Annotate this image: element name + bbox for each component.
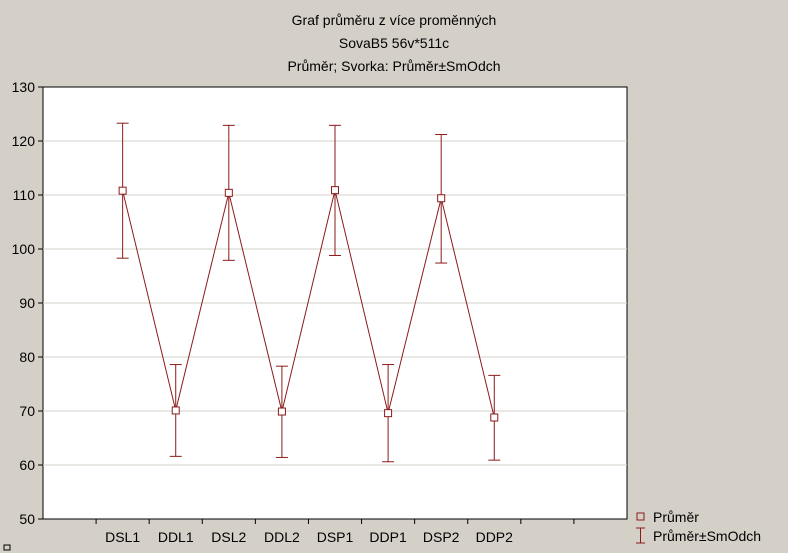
y-tick-label: 60 <box>19 457 35 473</box>
mean-point <box>384 409 393 418</box>
y-tick-label: 80 <box>19 349 35 365</box>
y-tick-label: 120 <box>12 133 36 149</box>
mean-point <box>277 407 286 416</box>
series-prumer <box>116 122 501 463</box>
chart-title-line-2: SovaB5 56v*511c <box>339 35 449 51</box>
chart-title-line-1: Graf průměru z více proměnných <box>292 12 497 28</box>
mean-point <box>437 194 446 203</box>
x-axis-ticks: DSL1 DDL1 DSL2 DDL2 DSP1 DDP1 DSP2 DDP2 <box>95 519 575 545</box>
x-tick-label: DDL1 <box>158 529 194 545</box>
x-tick-label: DSL1 <box>105 529 140 545</box>
legend-error-bar-icon <box>636 527 645 544</box>
resize-handle-icon[interactable] <box>3 544 11 551</box>
y-tick-label: 130 <box>12 79 36 95</box>
series-line <box>122 190 495 418</box>
mean-point <box>224 188 233 197</box>
mean-point <box>171 406 180 415</box>
mean-point <box>331 186 339 195</box>
chart-title-line-3: Průměr; Svorka: Průměr±SmOdch <box>287 58 500 74</box>
legend: Průměr Průměr±SmOdch <box>636 509 761 544</box>
mean-point <box>118 186 127 195</box>
x-tick-label: DSL2 <box>211 529 246 545</box>
x-tick-label: DSP1 <box>317 529 354 545</box>
x-tick-label: DDL2 <box>264 529 300 545</box>
y-tick-label: 50 <box>19 511 35 527</box>
y-tick-label: 110 <box>13 187 36 203</box>
chart-title: Graf průměru z více proměnných SovaB5 56… <box>287 12 500 74</box>
y-tick-label: 70 <box>19 403 35 419</box>
y-axis-ticks: 50 60 70 80 90 100 110 120 130 <box>12 79 43 527</box>
y-tick-label: 100 <box>12 241 36 257</box>
x-tick-label: DDP1 <box>369 529 407 545</box>
x-tick-label: DDP2 <box>476 529 514 545</box>
x-tick-label: DSP2 <box>423 529 460 545</box>
y-tick-label: 90 <box>19 295 35 311</box>
legend-item-error: Průměr±SmOdch <box>653 528 761 544</box>
mean-point <box>490 413 499 422</box>
grid-lines <box>43 140 627 466</box>
legend-mean-marker-icon <box>636 512 645 521</box>
legend-item-mean: Průměr <box>653 509 699 525</box>
